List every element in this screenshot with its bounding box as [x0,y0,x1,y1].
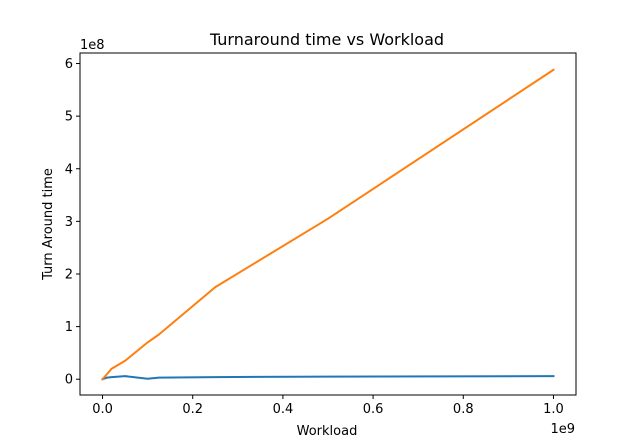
axes-frame [79,52,577,396]
y-tick-label: 5 [65,110,73,125]
x-tick-label: 1.0 [543,402,564,417]
x-tick-label: 0.2 [182,402,203,417]
series-line-1 [101,375,555,381]
y-offset-label: 1e8 [80,38,105,53]
y-tick-label: 4 [65,162,73,177]
plot-area: 0.0 0.2 0.4 0.6 0.8 1.0 0 1 2 3 4 5 6 [65,52,577,417]
y-tick-label: 0 [65,373,73,388]
x-tick-label: 0.4 [273,402,294,417]
x-tick-label: 0.8 [453,402,474,417]
y-axis-label: Turn Around time [41,168,56,281]
y-tick-label: 3 [65,215,73,230]
x-tick-label: 0.0 [92,402,113,417]
series-line-2 [101,68,555,381]
x-tick-label: 0.6 [363,402,384,417]
chart-title: Turnaround time vs Workload [209,30,444,49]
y-tick-label: 1 [65,320,73,335]
y-tick-label: 2 [65,267,73,282]
x-offset-label: 1e9 [550,422,575,437]
x-axis-label: Workload [297,424,358,439]
y-tick-label: 6 [65,57,73,72]
